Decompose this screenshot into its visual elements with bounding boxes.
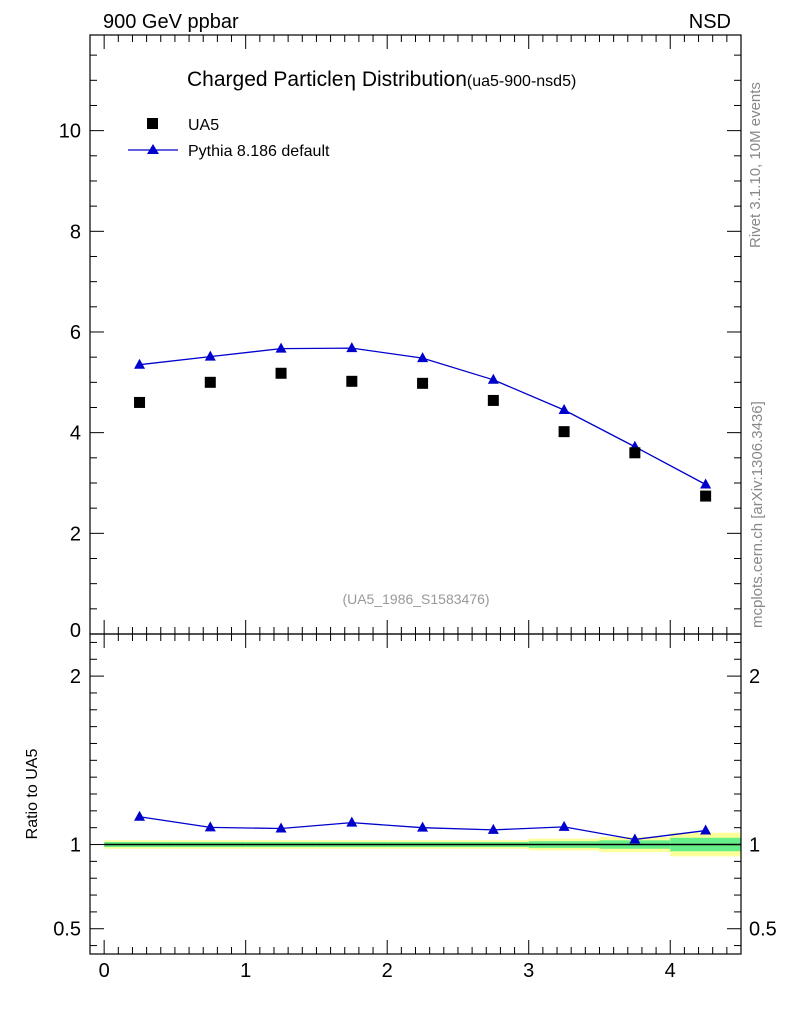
x-tick-label: 0	[99, 960, 110, 982]
y-tick-label-main: 6	[70, 322, 81, 344]
chart-title-eta: η	[343, 67, 356, 91]
legend: UA5 Pythia 8.186 default	[128, 117, 330, 160]
pythia-point	[275, 342, 287, 353]
y-tick-label-ratio-right: 0.5	[749, 919, 777, 941]
legend-marker-ua5	[147, 118, 158, 129]
ua5-point	[417, 377, 429, 389]
header-right: NSD	[689, 11, 731, 33]
x-tick-label: 4	[665, 960, 676, 982]
y-tick-label-main: 2	[70, 523, 81, 545]
ratio-point	[487, 823, 499, 834]
chart-title-rest: Distribution	[356, 68, 467, 91]
legend-label-pythia: Pythia 8.186 default	[188, 143, 330, 160]
chart-title-tag: (ua5-900-nsd5)	[467, 73, 576, 90]
ratio-point	[629, 833, 641, 844]
axes: 0 1 2 3 4 0 2 4 6 8 10 0.5 0.5 1 1 2 2	[53, 35, 777, 982]
legend-marker-pythia	[147, 144, 159, 154]
pythia-point	[417, 352, 429, 363]
ua5-point	[700, 490, 712, 502]
rivet-label: Rivet 3.1.10, 10M events	[747, 82, 764, 248]
pythia-line	[139, 347, 706, 486]
y-tick-label-main: 4	[70, 423, 81, 445]
ratio-point	[417, 821, 429, 832]
y-tick-label-main: 0	[70, 620, 81, 642]
pythia-point	[346, 342, 358, 353]
x-tick-label: 1	[240, 960, 251, 982]
uncertainty-bands	[104, 832, 741, 857]
header-left: 900 GeV ppbar	[103, 11, 239, 33]
mcplots-label: mcplots.cern.ch [arXiv:1306.3436]	[749, 401, 766, 628]
analysis-label: (UA5_1986_S1583476)	[342, 591, 489, 607]
x-tick-label: 2	[382, 960, 393, 982]
ratio-point	[700, 824, 712, 835]
x-tick-label: 3	[523, 960, 534, 982]
ratio-point	[204, 821, 216, 832]
chart-title-main: Charged Particle	[187, 68, 343, 91]
pythia-point	[487, 373, 499, 384]
ua5-point	[487, 394, 499, 406]
ua5-point	[629, 447, 641, 459]
pythia-point	[134, 358, 146, 369]
ratio-point	[275, 822, 287, 833]
y-tick-label-main: 8	[70, 221, 81, 243]
ua5-point	[134, 396, 146, 408]
ratio-layer	[134, 810, 712, 844]
y-tick-label-ratio: 1	[70, 835, 81, 857]
ua5-point	[275, 367, 287, 379]
ratio-point	[558, 820, 570, 831]
pythia-point	[700, 478, 712, 489]
y-tick-label-ratio: 2	[70, 666, 81, 688]
chart-title: Charged Particleη Distribution(ua5-900-n…	[187, 67, 576, 91]
y-tick-label-ratio-right: 1	[749, 835, 760, 857]
y-tick-label-ratio-right: 2	[749, 666, 760, 688]
ratio-point	[134, 810, 146, 821]
ratio-ylabel: Ratio to UA5	[24, 749, 41, 840]
y-tick-label-main: 10	[59, 121, 81, 143]
ratio-panel-frame	[89, 633, 742, 955]
ratio-point	[346, 816, 358, 827]
pythia-point	[558, 404, 570, 415]
series-layer	[134, 342, 712, 502]
ua5-point	[346, 375, 358, 387]
pythia-point	[204, 350, 216, 361]
legend-label-ua5: UA5	[188, 117, 219, 134]
ua5-point	[204, 376, 216, 388]
y-tick-label-ratio: 0.5	[53, 919, 81, 941]
ua5-point	[558, 426, 570, 438]
